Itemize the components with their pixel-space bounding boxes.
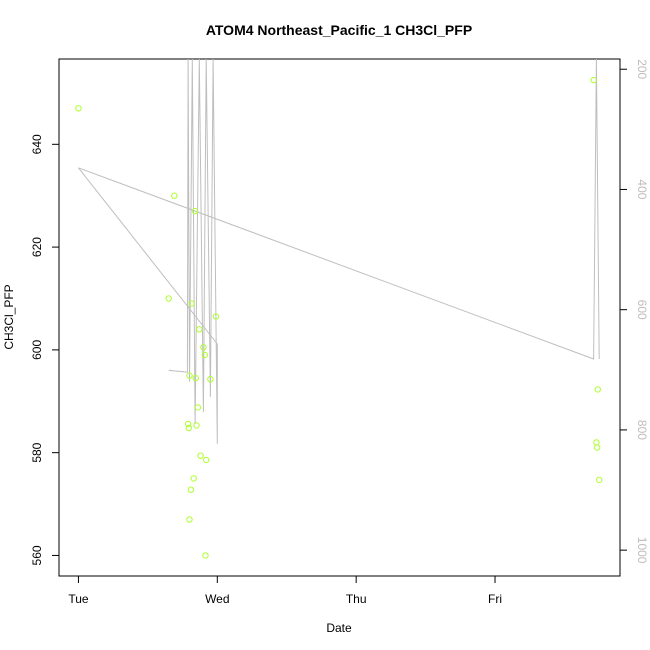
data-points (75, 76, 603, 559)
series-lines (78, 58, 600, 444)
data-point (212, 313, 220, 320)
plot-area-border (58, 58, 621, 577)
series-line-1 (78, 58, 218, 444)
data-point (193, 422, 200, 429)
x-tick-label: Tue (68, 592, 89, 606)
data-point (593, 439, 600, 446)
data-point (202, 552, 209, 559)
data-point (186, 516, 193, 523)
data-point (200, 344, 207, 351)
data-point (165, 295, 172, 302)
y-axis: 560 580 600 620 640 (30, 134, 60, 565)
y-axis-label: CH3Cl_PFP (2, 284, 16, 349)
x-axis: Tue Wed Thu Fri (68, 575, 502, 606)
data-point (590, 76, 597, 84)
chart-title: ATOM4 Northeast_Pacific_1 CH3Cl_PFP (206, 22, 472, 38)
data-point (201, 351, 209, 359)
y2-tick-label: 400 (635, 179, 649, 199)
y2-tick-label: 600 (635, 300, 649, 320)
data-point (184, 420, 192, 428)
data-point (596, 476, 603, 484)
data-point (190, 475, 197, 482)
y2-axis: 200 400 600 800 1000 (619, 59, 649, 564)
data-point (203, 456, 210, 464)
data-point (192, 374, 200, 382)
y-tick-label: 600 (30, 340, 44, 360)
y2-tick-label: 1000 (635, 537, 649, 564)
y-tick-label: 560 (30, 545, 44, 565)
y2-tick-label: 200 (635, 59, 649, 79)
y-tick-label: 640 (30, 134, 44, 154)
data-point (185, 424, 193, 432)
data-point (188, 300, 195, 307)
data-point (187, 486, 195, 493)
x-tick-label: Fri (488, 592, 502, 606)
series-line-2 (78, 58, 600, 360)
data-point (191, 207, 199, 215)
data-point (594, 386, 601, 393)
data-point (186, 372, 193, 379)
x-tick-label: Wed (205, 592, 229, 606)
y2-tick-label: 800 (635, 420, 649, 440)
data-point (171, 192, 178, 199)
data-point (197, 452, 204, 459)
data-point (593, 444, 601, 451)
x-tick-label: Thu (346, 592, 367, 606)
data-point (196, 326, 203, 333)
data-point (207, 376, 214, 383)
data-point (194, 404, 202, 411)
y-tick-label: 620 (30, 237, 44, 257)
x-axis-label: Date (326, 621, 352, 635)
data-point (75, 105, 82, 112)
y-tick-label: 580 (30, 442, 44, 462)
